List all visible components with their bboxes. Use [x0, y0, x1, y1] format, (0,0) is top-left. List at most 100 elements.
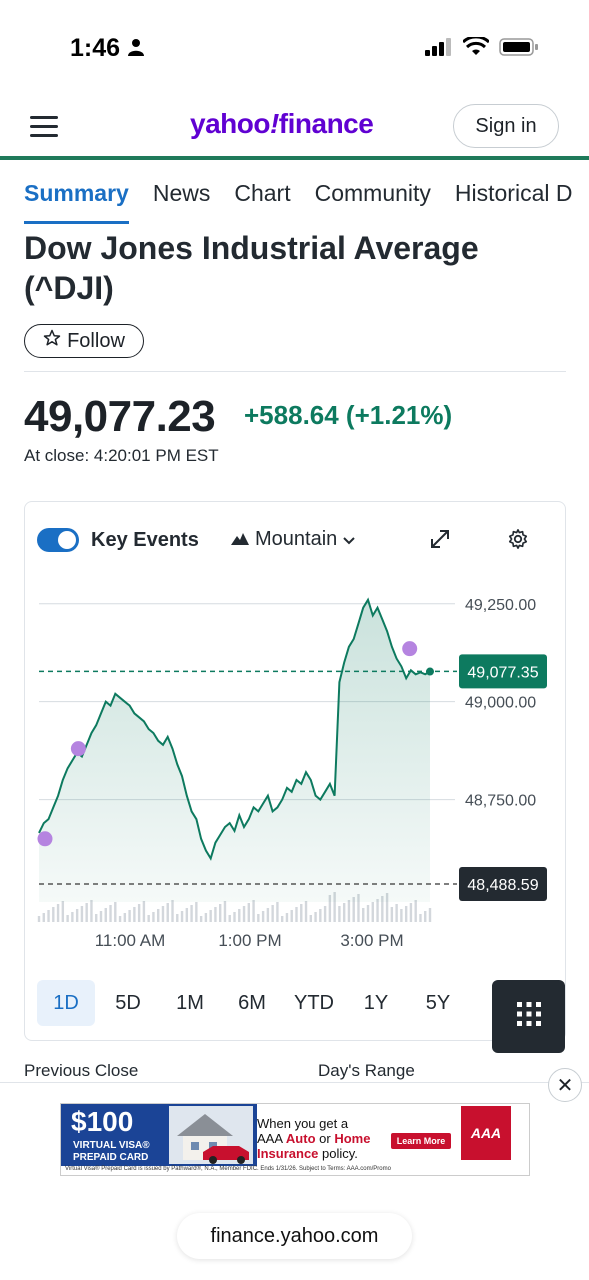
volume-bar	[171, 900, 174, 922]
volume-bar	[47, 910, 50, 922]
range-ytd[interactable]: YTD	[294, 991, 334, 1014]
hamburger-menu-icon[interactable]	[30, 116, 58, 138]
days-range-label: Day's Range	[318, 1061, 415, 1080]
volume-bar	[242, 906, 246, 922]
volume-bar	[328, 895, 332, 922]
volume-bar	[137, 904, 141, 922]
ad-visa-line2: PREPAID CARD	[73, 1152, 149, 1163]
gear-icon[interactable]	[507, 528, 529, 555]
follow-button[interactable]: Follow	[24, 324, 144, 358]
volume-bar	[214, 907, 217, 922]
ad-banner[interactable]: $100 VIRTUAL VISA® PREPAID CARD When you…	[60, 1103, 530, 1176]
browser-url-bar[interactable]: finance.yahoo.com	[177, 1213, 412, 1259]
volume-bar	[204, 913, 208, 922]
tab-summary[interactable]: Summary	[24, 180, 129, 224]
ad-copy-aaa: AAA	[257, 1131, 286, 1146]
volume-bar	[266, 908, 270, 922]
volume-bar	[261, 911, 265, 922]
x-tick-label: 1:00 PM	[218, 931, 281, 950]
range-5y[interactable]: 5Y	[425, 991, 451, 1014]
wifi-icon	[461, 35, 491, 62]
volume-bar	[228, 915, 231, 922]
expand-icon[interactable]	[429, 528, 451, 555]
volume-bar	[295, 907, 298, 922]
volume-bar	[323, 906, 327, 922]
volume-bar	[238, 909, 241, 922]
range-1m[interactable]: 1M	[176, 991, 204, 1014]
logo-bang: !	[269, 108, 279, 139]
volume-bar	[257, 914, 260, 922]
chart-type-dropdown[interactable]: Mountain	[231, 528, 355, 551]
close-ad-button[interactable]: ✕	[548, 1068, 582, 1102]
volume-bar	[109, 905, 112, 922]
volume-bar	[195, 902, 198, 922]
previous-close-badge: 48,488.59	[467, 877, 538, 894]
volume-bar	[290, 910, 293, 922]
volume-bar	[338, 906, 341, 922]
volume-bar	[85, 903, 88, 922]
volume-bar	[409, 903, 413, 922]
volume-bar	[352, 897, 355, 922]
sign-in-button[interactable]: Sign in	[453, 104, 559, 148]
apps-grid-button[interactable]	[492, 980, 565, 1053]
ad-copy-home: Home	[334, 1131, 371, 1146]
volume-bar	[128, 910, 131, 922]
aaa-logo: AAA	[461, 1106, 511, 1160]
tab-news[interactable]: News	[152, 180, 211, 206]
volume-bar	[75, 909, 79, 922]
person-icon	[128, 38, 144, 61]
volume-bar	[385, 893, 389, 922]
volume-bar	[199, 916, 203, 922]
volume-bar	[233, 912, 236, 922]
site-header: yahoo!finance Sign in	[0, 96, 589, 160]
tab-chart[interactable]: Chart	[234, 180, 291, 206]
yahoo-finance-logo[interactable]: yahoo!finance	[190, 108, 374, 140]
volume-bar	[114, 902, 117, 922]
volume-bar	[271, 905, 274, 922]
key-events-toggle[interactable]	[37, 528, 79, 552]
range-5d[interactable]: 5D	[115, 991, 141, 1014]
logo-yahoo: yahoo	[190, 108, 270, 139]
ad-amount: $100	[71, 1106, 134, 1137]
star-icon	[43, 329, 61, 353]
volume-bar	[123, 913, 127, 922]
key-events-label: Key Events	[91, 529, 199, 551]
price-chart[interactable]: 49,250.00 49,000.00 48,750.00 11:00 AM 1:00…	[25, 502, 567, 962]
volume-bar	[218, 904, 222, 922]
volume-bar	[309, 915, 312, 922]
close-icon: ✕	[556, 1074, 574, 1097]
volume-bar	[180, 911, 184, 922]
volume-bar	[304, 901, 308, 922]
volume-bar	[247, 903, 251, 922]
key-event-marker	[70, 741, 86, 757]
volume-bar	[71, 912, 74, 922]
volume-bar	[285, 913, 289, 922]
ad-copy-line1: When you get a	[257, 1116, 349, 1131]
range-1d[interactable]: 1D	[37, 980, 95, 1026]
chart-area	[39, 599, 430, 902]
volume-bar	[404, 906, 408, 922]
ad-copy-insurance: Insurance	[257, 1146, 319, 1161]
ad-learn-more-button[interactable]: Learn More	[391, 1133, 451, 1149]
volume-bar	[395, 904, 398, 922]
key-event-marker	[37, 831, 53, 847]
status-bar: 1:46	[0, 0, 589, 96]
volume-bar	[161, 906, 165, 922]
volume-bar	[376, 899, 379, 922]
volume-bar	[342, 903, 346, 922]
volume-bar	[42, 913, 45, 922]
tab-historical-data[interactable]: Historical D	[454, 180, 573, 206]
tab-community[interactable]: Community	[314, 180, 431, 206]
price-change: +588.64 (+1.21%)	[244, 400, 453, 430]
volume-bar	[381, 896, 384, 922]
range-6m[interactable]: 6M	[238, 991, 266, 1014]
ad-copy-or: or	[315, 1131, 335, 1146]
mountain-icon	[231, 528, 249, 551]
volume-bar	[142, 901, 146, 922]
volume-bar	[118, 916, 122, 922]
volume-bar	[319, 909, 322, 922]
range-1y[interactable]: 1Y	[363, 991, 389, 1014]
volume-bar	[300, 904, 303, 922]
volume-bar	[209, 910, 212, 922]
volume-bar	[152, 912, 155, 922]
